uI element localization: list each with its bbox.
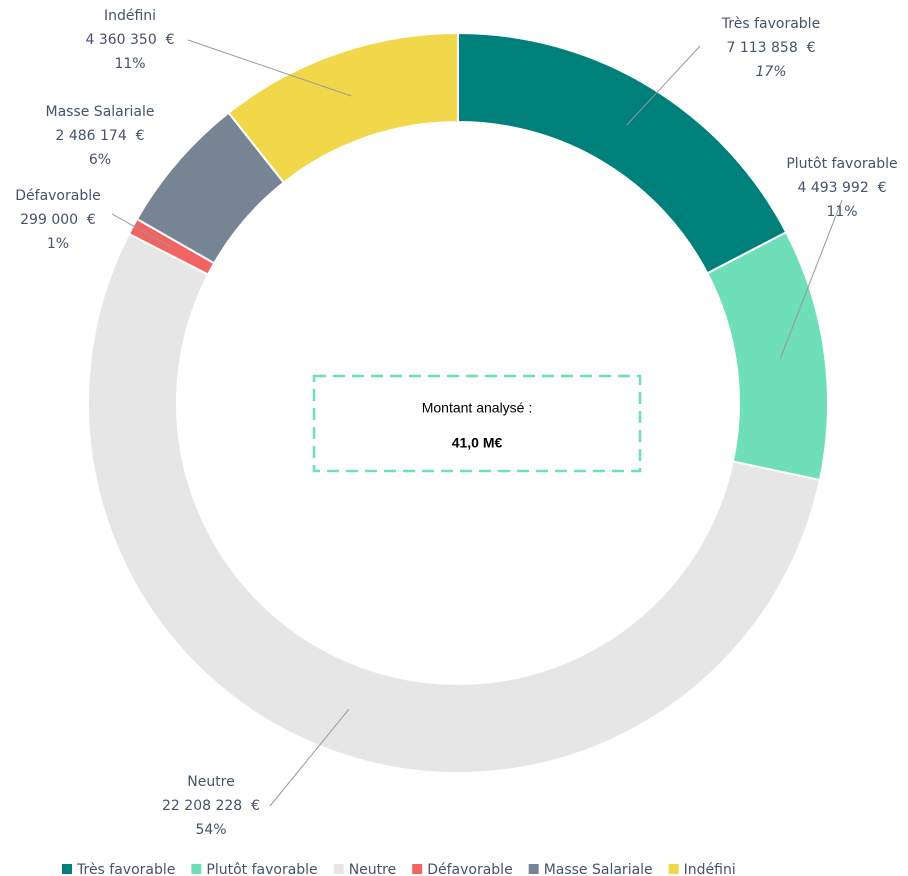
center-box xyxy=(312,374,642,473)
category-label: Masse Salariale xyxy=(46,104,155,120)
legend-swatch xyxy=(191,864,202,874)
value-label: 22 208 228 € xyxy=(162,798,260,814)
legend-swatch xyxy=(62,864,72,874)
leader-line xyxy=(779,199,843,360)
legend-swatch xyxy=(412,864,423,874)
center-value: 41,0 M€ xyxy=(452,435,503,451)
donut xyxy=(86,31,829,774)
category-label: Défavorable xyxy=(15,188,100,204)
percent-label: 1% xyxy=(47,236,69,252)
legend-swatch xyxy=(528,864,539,874)
value-label: 4 360 350 € xyxy=(85,32,174,48)
legend: Très favorable Plutôt favorable Neutre Défa… xyxy=(62,862,736,876)
center-label: Montant analysé : xyxy=(422,400,533,416)
category-label: Plutôt favorable xyxy=(786,156,897,172)
legend-swatch xyxy=(668,864,679,874)
donut-slice xyxy=(457,31,788,275)
donut-slice xyxy=(227,31,459,184)
percent-label: 11% xyxy=(114,56,145,72)
legend-label: Neutre xyxy=(349,862,397,876)
percent-label: 6% xyxy=(89,152,111,168)
legend-swatch xyxy=(333,864,344,874)
legend-label: Défavorable xyxy=(427,862,512,876)
donut-slice xyxy=(705,230,829,482)
donut-slice xyxy=(86,232,822,774)
legend-label: Indéfini xyxy=(684,862,736,876)
percent-label: 17% xyxy=(755,64,786,80)
category-label: Neutre xyxy=(187,774,235,790)
percent-label: 11% xyxy=(826,204,857,220)
leader-line xyxy=(111,213,173,249)
category-label: Indéfini xyxy=(104,8,156,24)
category-label: Très favorable xyxy=(721,16,820,32)
value-label: 7 113 858 € xyxy=(726,40,815,56)
labels: Très favorable 7 113 858 € 17% Plutôt favor… xyxy=(15,8,897,838)
value-label: 4 493 992 € xyxy=(797,180,886,196)
value-label: 299 000 € xyxy=(20,212,96,228)
legend-label: Plutôt favorable xyxy=(206,862,317,876)
percent-label: 54% xyxy=(195,822,226,838)
legend-label: Très favorable xyxy=(76,862,175,876)
leader-line xyxy=(626,45,701,126)
legend-label: Masse Salariale xyxy=(544,862,653,876)
leader-line xyxy=(187,39,352,97)
leader-line xyxy=(269,708,350,807)
value-label: 2 486 174 € xyxy=(55,128,144,144)
